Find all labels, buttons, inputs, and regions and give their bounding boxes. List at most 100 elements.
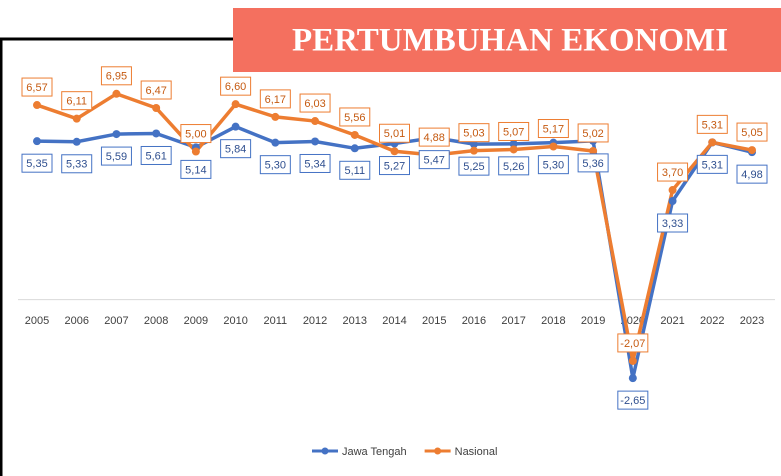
point-marker xyxy=(390,147,399,156)
value-label: 5,61 xyxy=(145,150,166,162)
point-marker xyxy=(311,137,320,146)
value-label: 5,35 xyxy=(26,158,47,170)
value-label: 5,27 xyxy=(384,160,405,172)
point-marker xyxy=(152,104,161,113)
value-label-box xyxy=(61,154,93,174)
value-label-box xyxy=(21,153,53,173)
legend-marker xyxy=(434,447,442,455)
chart-title: PERTUMBUHAN EKONOMI xyxy=(292,23,728,59)
value-label: 5,30 xyxy=(265,160,286,172)
value-label-box xyxy=(180,159,212,179)
value-label-box xyxy=(21,77,53,97)
value-label: 5,47 xyxy=(424,155,445,167)
point-marker xyxy=(350,130,359,139)
value-label: 5,17 xyxy=(543,123,564,135)
value-label-box xyxy=(299,153,331,173)
value-label: 5,03 xyxy=(463,128,484,140)
value-label-box xyxy=(736,164,768,184)
value-label-box xyxy=(458,156,490,176)
point-marker xyxy=(748,146,756,155)
value-label-box xyxy=(537,155,569,175)
value-label-box xyxy=(220,76,252,96)
x-tick-label: 2021 xyxy=(660,315,684,327)
point-marker xyxy=(628,356,637,365)
point-marker xyxy=(271,112,280,121)
value-label: 5,02 xyxy=(582,128,603,140)
value-label: 3,33 xyxy=(662,218,683,230)
point-marker xyxy=(231,100,240,109)
point-marker xyxy=(33,137,41,146)
point-marker xyxy=(33,101,41,110)
value-label-box xyxy=(259,89,291,109)
point-marker xyxy=(668,197,677,206)
value-label: -2,07 xyxy=(620,338,645,350)
value-label-box xyxy=(577,123,609,143)
value-label: 3,70 xyxy=(662,167,683,179)
point-marker xyxy=(509,145,518,154)
value-label: 6,57 xyxy=(26,82,47,94)
value-label-box xyxy=(696,114,728,134)
value-label-box xyxy=(140,145,172,165)
legend-label: Jawa Tengah xyxy=(342,446,407,458)
value-label: 4,88 xyxy=(424,132,445,144)
value-label-box xyxy=(379,156,410,176)
value-label-box xyxy=(498,156,530,176)
frame xyxy=(0,37,240,476)
value-label-box xyxy=(61,91,93,111)
value-label-box xyxy=(259,155,291,175)
x-tick-label: 2015 xyxy=(422,315,446,327)
value-label: 5,33 xyxy=(66,159,87,171)
x-tick-label: 2011 xyxy=(264,315,288,327)
value-label: 5,05 xyxy=(741,127,762,139)
point-marker xyxy=(231,122,240,131)
value-label-box xyxy=(736,122,768,142)
point-marker xyxy=(191,147,200,156)
x-tick-label: 2007 xyxy=(104,315,128,327)
x-tick-label: 2018 xyxy=(541,315,565,327)
value-label: 6,95 xyxy=(106,71,127,83)
title-banner xyxy=(233,8,781,72)
x-tick-label: 2014 xyxy=(382,315,406,327)
value-label: 5,25 xyxy=(463,161,484,173)
value-label: 5,07 xyxy=(503,126,524,138)
value-label-box xyxy=(537,119,569,139)
point-marker xyxy=(668,186,677,195)
point-marker xyxy=(311,117,320,126)
x-tick-label: 2013 xyxy=(343,315,367,327)
value-label: 5,30 xyxy=(543,160,564,172)
value-label-box xyxy=(418,150,450,170)
x-tick-label: 2008 xyxy=(144,315,168,327)
value-label-box xyxy=(577,153,609,173)
value-label-box xyxy=(220,139,252,159)
value-label-box xyxy=(458,123,490,143)
value-label-box xyxy=(498,121,530,141)
value-label: 5,26 xyxy=(503,161,524,173)
value-label: 5,59 xyxy=(106,151,127,163)
value-label-box xyxy=(657,213,689,233)
value-label: 4,98 xyxy=(741,169,762,181)
value-label: -2,65 xyxy=(620,395,645,407)
point-marker xyxy=(589,146,598,155)
x-tick-label: 2023 xyxy=(740,315,764,327)
value-label: 5,84 xyxy=(225,144,246,156)
point-marker xyxy=(72,137,81,146)
point-marker xyxy=(350,144,359,153)
value-label-box xyxy=(696,154,728,174)
value-label-box xyxy=(617,333,649,353)
value-label: 5,14 xyxy=(185,164,206,176)
point-marker xyxy=(112,89,121,98)
value-label: 5,01 xyxy=(384,128,405,140)
value-label: 5,31 xyxy=(702,159,723,171)
value-label: 6,03 xyxy=(304,98,325,110)
point-marker xyxy=(72,114,81,123)
value-label: 6,17 xyxy=(265,94,286,106)
value-label: 5,11 xyxy=(344,165,365,177)
value-label-box xyxy=(140,80,172,100)
value-label-box xyxy=(657,162,689,182)
value-label-box xyxy=(100,146,132,166)
value-label-box xyxy=(339,107,371,127)
point-marker xyxy=(112,130,121,139)
value-label-box xyxy=(379,123,410,143)
value-label: 6,11 xyxy=(66,96,87,108)
legend-marker xyxy=(321,447,329,455)
